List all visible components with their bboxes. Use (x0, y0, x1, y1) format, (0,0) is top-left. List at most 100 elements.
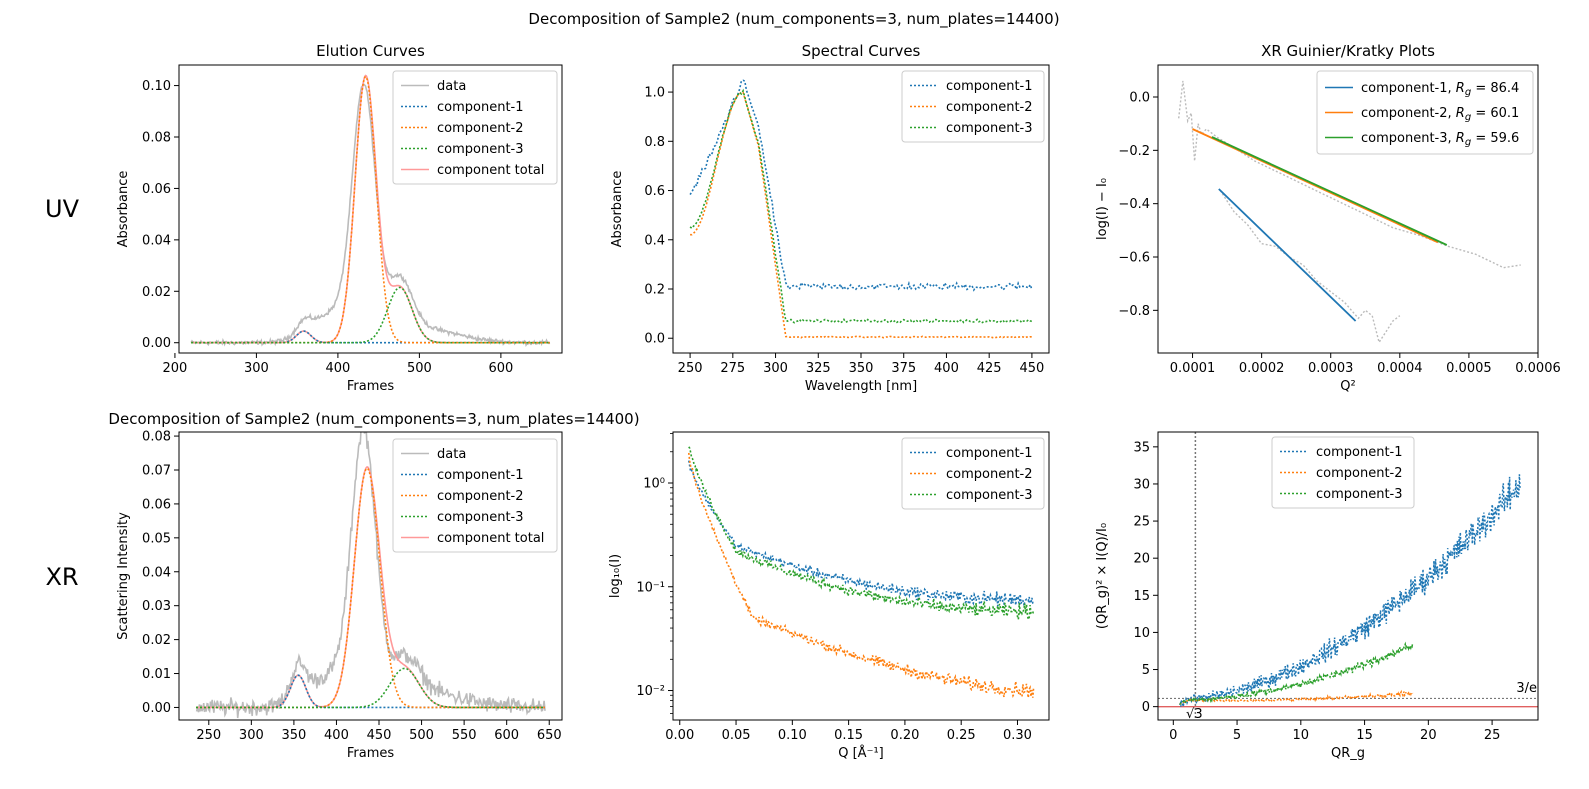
legend-label-component-3: component-3 (437, 142, 524, 157)
axes-frame (178, 64, 563, 354)
x-tick-label: 325 (806, 361, 831, 376)
axes-xr_logI: 0.00 0.05 0.10 0.15 0.20 0.25 0.30 10⁻² 10⁻¹ 10⁰ Q… (608, 431, 1050, 761)
series-component-2 (688, 452, 1035, 699)
x-tick-label: 300 (763, 361, 788, 376)
guinier-scatter-1 (1178, 80, 1521, 269)
figure-suptitle: Decomposition of Sample2 (num_components… (528, 10, 1059, 29)
legend-box (1316, 70, 1534, 155)
x-tick-label: 200 (163, 361, 188, 376)
axes-frame (178, 431, 563, 721)
y-axis-label: Scattering Intensity (116, 512, 131, 640)
xr-row-subtitle: Decomposition of Sample2 (num_components… (108, 410, 639, 429)
x-tick-label: 0.0001 (1170, 361, 1216, 376)
series-component-3 (688, 446, 1035, 622)
y-tick-label: 0.03 (142, 599, 171, 614)
y-tick-label: 0.04 (142, 233, 171, 248)
x-tick-label: 425 (977, 361, 1002, 376)
plot-area-uv_spectral (689, 79, 1033, 339)
x-axis-label: Wavelength [nm] (805, 379, 917, 394)
y-tick-label: 20 (1133, 552, 1150, 567)
x-tick-label: 350 (281, 728, 306, 743)
axes-frame (1157, 431, 1539, 721)
legend-box (901, 437, 1045, 510)
legend-xr_kratky: component-1 component-2 component-3 (1271, 436, 1415, 509)
plot-area-uv_elution (190, 74, 551, 348)
x-axis-label: Frames (347, 746, 395, 761)
y-axis-label: log₁₀(I) (608, 554, 623, 598)
plot-area-uv_guinier (1178, 80, 1521, 345)
legend-label-component-1: component-1 (1316, 445, 1403, 460)
legend-label-component-3: component-3, Rg = 59.6 (1361, 131, 1519, 148)
legend-label-component-1: component-1 (437, 468, 524, 483)
x-tick-label: 5 (1233, 728, 1241, 743)
y-tick-label: −0.6 (1118, 251, 1150, 266)
x-tick-label: 0.0005 (1446, 361, 1492, 376)
legend-label-component-2: component-2 (437, 121, 524, 136)
x-tick-label: 20 (1420, 728, 1437, 743)
y-tick-label: 0.06 (142, 497, 171, 512)
y-axis-label: Absorbance (116, 171, 131, 248)
axes-frame (672, 64, 1050, 354)
legend-label-data: data (437, 447, 466, 462)
legend-label-component-3: component-3 (1316, 487, 1403, 502)
legend-label-component-total: component total (437, 531, 544, 546)
x-tick-label: 0.0004 (1377, 361, 1423, 376)
y-tick-label: 0.08 (142, 131, 171, 146)
plot-area-xr_logI (688, 446, 1035, 699)
x-tick-label: 400 (325, 361, 350, 376)
x-tick-label: 400 (934, 361, 959, 376)
axes-frame (1157, 64, 1539, 354)
x-tick-label: 375 (891, 361, 916, 376)
x-tick-label: 450 (367, 728, 392, 743)
y-tick-label: 0.10 (142, 79, 171, 94)
y-axis-label: Absorbance (610, 171, 625, 248)
annotation-sqrt3: √3 (1186, 707, 1203, 722)
legend-label-component-2: component-2 (437, 489, 524, 504)
guinier-fit-component-2 (1192, 128, 1439, 244)
x-tick-label: 25 (1484, 728, 1501, 743)
y-tick-label: 0.05 (142, 531, 171, 546)
y-tick-label: 5 (1142, 663, 1150, 678)
legend-xr_logI: component-1 component-2 component-3 (901, 437, 1045, 510)
annotation-3e: 3/e (1516, 681, 1537, 696)
y-tick-label: 0.00 (142, 336, 171, 351)
legend-box (392, 70, 558, 185)
row-label-uv: UV (45, 195, 80, 223)
x-tick-label: 250 (196, 728, 221, 743)
legend-box (1271, 436, 1415, 509)
series-component-2 (196, 467, 545, 709)
legend-label-component-2: component-2 (946, 100, 1033, 115)
legend-label-component-2: component-2, Rg = 60.1 (1361, 106, 1519, 123)
y-axis-label: log(I) − I₀ (1095, 178, 1110, 240)
x-tick-label: 500 (409, 728, 434, 743)
legend-uv_elution: data component-1 component-2 component-3 com… (392, 70, 558, 185)
series-component-1 (689, 79, 1033, 292)
series-component-3 (1179, 641, 1414, 706)
x-tick-label: 0.0006 (1515, 361, 1561, 376)
legend-label-component-3: component-3 (946, 488, 1033, 503)
y-tick-label: −0.2 (1118, 144, 1150, 159)
x-tick-label: 0 (1169, 728, 1177, 743)
x-tick-label: 0.15 (834, 728, 863, 743)
y-tick-label: 0.2 (644, 283, 665, 298)
x-tick-label: 275 (720, 361, 745, 376)
x-tick-label: 250 (678, 361, 703, 376)
legend-label-component-2: component-2 (946, 467, 1033, 482)
x-axis-label: Q² (1340, 379, 1355, 394)
guinier-scatter-2 (1219, 189, 1401, 345)
x-tick-label: 0.0003 (1308, 361, 1354, 376)
series-component-2 (191, 75, 550, 344)
y-tick-label: 10⁻² (636, 684, 665, 699)
y-tick-label: 0.01 (142, 667, 171, 682)
x-tick-label: 0.05 (722, 728, 751, 743)
legend-xr_elution: data component-1 component-2 component-3 com… (392, 438, 558, 553)
y-tick-label: 0 (1142, 700, 1150, 715)
series-component-2 (1179, 689, 1414, 705)
axes-title: XR Guinier/Kratky Plots (1261, 42, 1435, 60)
x-tick-label: 550 (452, 728, 477, 743)
y-tick-label: 0.0 (644, 332, 665, 347)
x-tick-label: 300 (239, 728, 264, 743)
series-component-3 (191, 286, 550, 344)
guinier-fit-component-3 (1211, 136, 1448, 246)
legend-label-component-1: component-1 (946, 79, 1033, 94)
